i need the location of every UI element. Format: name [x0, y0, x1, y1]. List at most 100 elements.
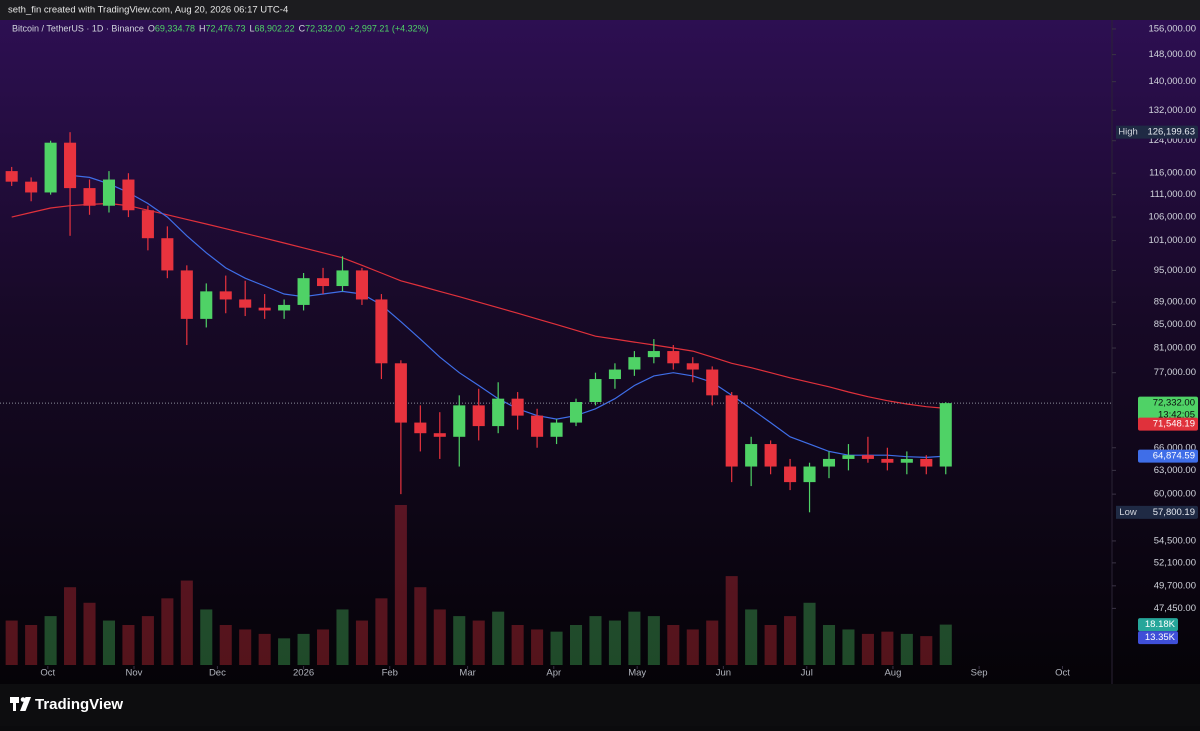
volume-bar	[628, 611, 641, 665]
candle-body	[686, 363, 699, 370]
volume-label-box	[1138, 631, 1178, 645]
volume-bar	[141, 616, 154, 665]
candle-body	[317, 278, 330, 287]
y-tick-label: 116,000.00	[1149, 168, 1196, 179]
price-label-countdown: 13:42:05	[1158, 410, 1195, 421]
y-tick-label: 81,000.00	[1154, 343, 1196, 354]
price-label: 126,199.63	[1147, 127, 1195, 138]
price-label: 72,332.00	[1153, 398, 1195, 409]
volume-bar	[5, 620, 18, 665]
plot: 156,000.00 148,000.00 140,000.00 132,000.00…	[0, 23, 1196, 679]
candle-body	[822, 458, 836, 467]
x-tick-label: Aug	[884, 668, 901, 679]
candle-body	[492, 398, 505, 427]
volume-bar	[64, 587, 77, 665]
volume-bar	[803, 602, 816, 665]
volume-bar	[531, 629, 544, 665]
price-label-box	[1138, 449, 1198, 463]
price-label: 71,548.19	[1153, 419, 1195, 430]
x-tick-label: Apr	[546, 668, 561, 679]
candle-body	[550, 422, 563, 437]
candle-body	[83, 188, 96, 206]
volume-bar	[180, 580, 193, 665]
y-tick-label: 89,000.00	[1154, 297, 1196, 308]
price-label-box	[1138, 125, 1198, 139]
volume-bar	[706, 620, 719, 665]
volume-bar	[433, 609, 446, 665]
footer-bar	[0, 684, 1200, 726]
volume-bar	[647, 616, 660, 665]
candle-body	[667, 351, 680, 364]
candle-body	[589, 379, 602, 403]
volume-bar	[589, 616, 602, 665]
candle-body	[161, 238, 174, 271]
y-tick-label: 47,450.00	[1154, 603, 1196, 614]
candle-body	[706, 369, 719, 396]
price-label-box	[1138, 396, 1198, 423]
brand-logo	[10, 697, 31, 711]
candle-body	[511, 398, 524, 416]
candle-body	[881, 458, 894, 463]
candle-body	[803, 466, 816, 483]
legend-text: 69,334.78	[155, 23, 195, 33]
candle-body	[44, 142, 57, 193]
candle-body	[900, 458, 913, 463]
x-tick-label: 2026	[293, 668, 314, 679]
volume-bar	[511, 625, 524, 665]
candle-body	[239, 299, 252, 308]
x-tick-label: Jul	[801, 668, 813, 679]
y-tick-label: 156,000.00	[1148, 23, 1196, 34]
candle-body	[608, 369, 621, 380]
y-tick-label: 95,000.00	[1154, 265, 1196, 276]
volume-bar	[745, 609, 758, 665]
price-label-box	[1138, 417, 1198, 431]
header-bar	[0, 0, 1200, 20]
candle-body	[745, 444, 758, 467]
volume-bar	[608, 620, 621, 665]
volume-bar	[102, 620, 116, 665]
y-tick-label: 148,000.00	[1148, 49, 1196, 60]
y-tick-label: 124,000.00	[1148, 135, 1196, 146]
x-tick-label: Feb	[382, 668, 398, 679]
candle-body	[122, 179, 135, 211]
x-tick-label: Mar	[459, 668, 475, 679]
volume-bar	[686, 629, 699, 665]
legend-text: H	[199, 23, 206, 33]
volume-bar	[122, 625, 135, 665]
legend-text: +2,997.21 (+4.32%)	[349, 23, 429, 33]
legend-text: O	[148, 23, 155, 33]
volume-bar	[317, 629, 330, 665]
header-caption: seth_fin created with TradingView.com, A…	[8, 5, 288, 16]
x-tick-label: Nov	[126, 668, 143, 679]
volume-bar	[219, 625, 232, 665]
price-label-box	[1138, 505, 1198, 519]
y-tick-label: 54,500.00	[1154, 535, 1196, 546]
logo-shape	[20, 697, 31, 711]
legend-text: C	[299, 23, 306, 33]
volume-bar	[453, 616, 466, 665]
y-tick-label: 49,700.00	[1154, 580, 1196, 591]
candle-body	[278, 304, 291, 311]
y-tick-label: 66,000.00	[1154, 442, 1196, 453]
x-tick-label: May	[628, 668, 646, 679]
candle-body	[180, 270, 193, 319]
y-tick-label: 132,000.00	[1148, 105, 1196, 116]
brand-name: TradingView	[35, 696, 123, 713]
legend-text: L	[250, 23, 255, 33]
chart-background	[0, 20, 1200, 684]
volume-bar	[83, 602, 96, 665]
y-tick-label: 106,000.00	[1148, 212, 1196, 223]
legend-text: 72,332.00	[305, 23, 345, 33]
volume-bar	[939, 624, 952, 665]
volume-bar	[239, 629, 252, 665]
volume-label-box	[1138, 618, 1178, 632]
candle-body	[64, 142, 77, 189]
x-tick-label: Sep	[971, 668, 988, 679]
candle-body	[141, 210, 154, 239]
volume-bar	[667, 625, 680, 665]
candle-body	[433, 433, 446, 437]
candle-body	[861, 455, 874, 459]
candle-body	[784, 466, 797, 483]
